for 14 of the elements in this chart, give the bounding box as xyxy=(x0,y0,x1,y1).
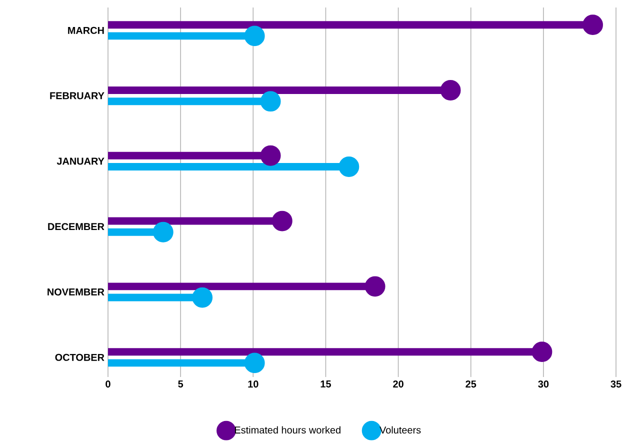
y-tick-label: MARCH xyxy=(68,26,104,34)
x-tick-label: 35 xyxy=(610,380,622,388)
y-tick-label: FEBRUARY xyxy=(50,92,104,100)
x-tick-label: 25 xyxy=(466,380,476,388)
y-tick-label: DECEMBER xyxy=(48,223,104,230)
x-tick-label: 30 xyxy=(538,380,549,388)
x-tick-label: 10 xyxy=(248,380,258,388)
y-tick-label: NOVEMBER xyxy=(48,288,104,296)
y-tick-label: JANUARY xyxy=(56,158,104,165)
x-tick-label: 20 xyxy=(393,380,404,388)
x-tick-label: 15 xyxy=(320,380,331,388)
x-tick-label: 0 xyxy=(106,380,110,388)
x-tick-label: 5 xyxy=(178,380,184,388)
y-tick-label: OCTOBER xyxy=(55,354,104,361)
